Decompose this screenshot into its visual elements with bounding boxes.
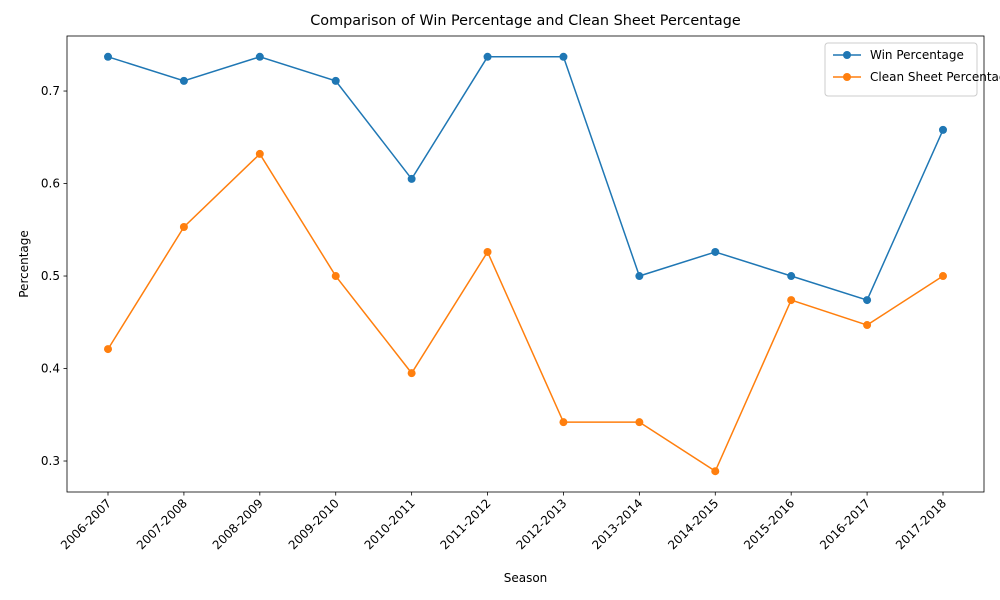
data-point — [863, 321, 872, 330]
data-point — [255, 52, 264, 61]
legend-label: Win Percentage — [870, 48, 964, 62]
y-tick-label: 0.3 — [41, 454, 60, 468]
plot-area — [104, 52, 947, 476]
data-point — [711, 467, 720, 476]
data-point — [863, 296, 872, 305]
data-point — [331, 272, 340, 281]
y-tick-label: 0.6 — [41, 177, 60, 191]
x-axis-title: Season — [504, 571, 548, 585]
legend-marker — [843, 73, 851, 81]
data-point — [483, 247, 492, 256]
data-point — [635, 272, 644, 281]
y-tick-label: 0.5 — [41, 269, 60, 283]
legend-label: Clean Sheet Percentage — [870, 70, 1000, 84]
y-axis: 0.3 0.4 0.5 0.6 0.7 — [41, 84, 67, 468]
series-line-1 — [107, 56, 944, 301]
data-point — [331, 76, 340, 85]
y-axis-title: Percentage — [17, 230, 31, 298]
data-point — [104, 52, 112, 61]
series-line-2 — [107, 152, 944, 473]
data-point — [559, 418, 568, 427]
legend: Win Percentage Clean Sheet Percentage — [824, 42, 1000, 97]
data-point — [179, 223, 188, 232]
y-tick-label: 0.4 — [41, 362, 60, 376]
data-point — [255, 149, 264, 158]
data-point — [939, 272, 947, 281]
data-point — [939, 125, 947, 134]
y-tick-label: 0.7 — [41, 84, 60, 98]
data-point — [635, 418, 644, 427]
chart-title: Comparison of Win Percentage and Clean S… — [310, 13, 741, 29]
data-point — [407, 174, 416, 183]
data-point — [787, 296, 796, 305]
legend-box — [824, 42, 978, 97]
plot-frame — [66, 35, 985, 493]
data-point — [559, 52, 568, 61]
data-point — [179, 76, 188, 85]
data-point — [104, 345, 112, 354]
data-point — [787, 272, 796, 281]
data-point — [711, 247, 720, 256]
data-point — [407, 369, 416, 378]
legend-marker — [843, 51, 851, 59]
data-point — [483, 52, 492, 61]
